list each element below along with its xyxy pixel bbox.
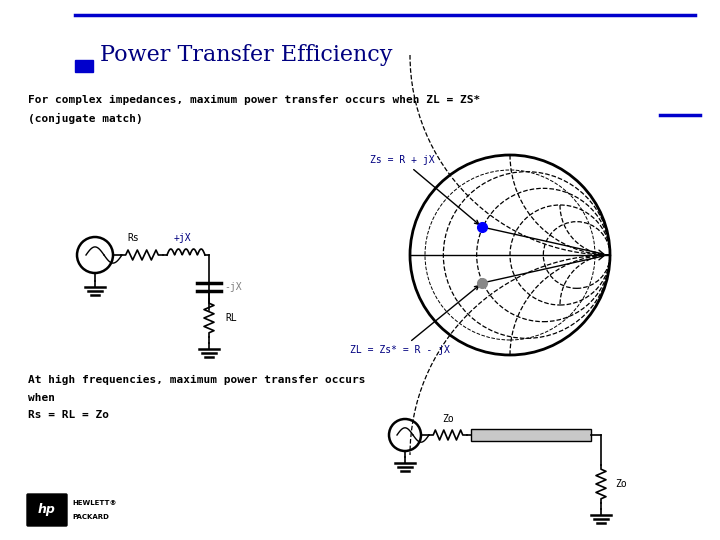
FancyBboxPatch shape: [27, 494, 67, 526]
Text: hp: hp: [38, 503, 56, 516]
Text: Zo: Zo: [615, 479, 626, 489]
Text: Zs = R + jX: Zs = R + jX: [370, 155, 479, 224]
Text: For complex impedances, maximum power transfer occurs when ZL = ZS*: For complex impedances, maximum power tr…: [28, 95, 480, 105]
Text: Zo: Zo: [442, 414, 454, 424]
Text: (conjugate match): (conjugate match): [28, 113, 143, 124]
Text: HEWLETT®: HEWLETT®: [72, 501, 117, 507]
Bar: [75, 60, 93, 72]
Text: RL: RL: [225, 313, 237, 323]
Text: +jX: +jX: [174, 233, 191, 243]
Text: Rs = RL = Zo: Rs = RL = Zo: [28, 410, 109, 420]
Text: Rs: Rs: [127, 233, 140, 243]
Text: PACKARD: PACKARD: [72, 514, 109, 519]
Text: -jX: -jX: [224, 282, 242, 292]
Text: At high frequencies, maximum power transfer occurs: At high frequencies, maximum power trans…: [28, 375, 366, 385]
Text: ZL = Zs* = R - jX: ZL = Zs* = R - jX: [350, 286, 479, 355]
Bar: [471, 429, 591, 441]
Text: Power Transfer Efficiency: Power Transfer Efficiency: [100, 44, 392, 66]
Text: when: when: [28, 393, 55, 403]
